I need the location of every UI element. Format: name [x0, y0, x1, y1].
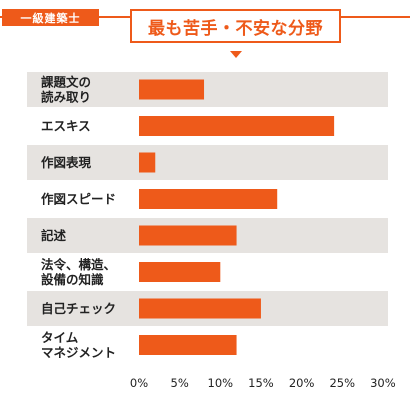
category-label: 作図表現 — [41, 155, 92, 170]
x-axis-ticks: 0% 5% 10% 15% 20% 25% 30% — [130, 376, 396, 390]
bar — [139, 79, 205, 100]
category-label: 法令、構造、設備の知識 — [41, 257, 116, 287]
row-band — [27, 145, 388, 180]
bar — [139, 189, 278, 209]
bar — [139, 262, 221, 282]
bar-series — [139, 79, 335, 355]
category-label: タイムマネジメント — [41, 330, 116, 360]
bar — [139, 152, 156, 173]
title-pointer-icon — [230, 51, 242, 58]
x-tick-label: 0% — [130, 376, 148, 390]
bar — [139, 225, 237, 246]
category-label: 自己チェック — [41, 301, 116, 316]
x-tick-label: 15% — [248, 376, 274, 390]
category-label: 課題文の読み取り — [41, 75, 91, 105]
x-tick-label: 5% — [171, 376, 189, 390]
bar — [139, 116, 335, 136]
category-labels: 課題文の読み取りエスキス作図表現作図スピード記述法令、構造、設備の知識自己チェッ… — [41, 75, 116, 361]
bar — [139, 298, 261, 319]
row-band — [27, 72, 388, 107]
exam-badge: 一級建築士 — [2, 9, 99, 26]
category-label: 記述 — [41, 228, 67, 243]
x-tick-label: 25% — [329, 376, 355, 390]
x-tick-label: 20% — [289, 376, 315, 390]
x-tick-label: 10% — [208, 376, 234, 390]
bar — [139, 335, 237, 355]
category-label: 作図スピード — [41, 192, 116, 207]
chart-title: 最も苦手・不安な分野 — [130, 9, 341, 43]
category-label: エスキス — [41, 119, 91, 134]
x-tick-label: 30% — [370, 376, 396, 390]
